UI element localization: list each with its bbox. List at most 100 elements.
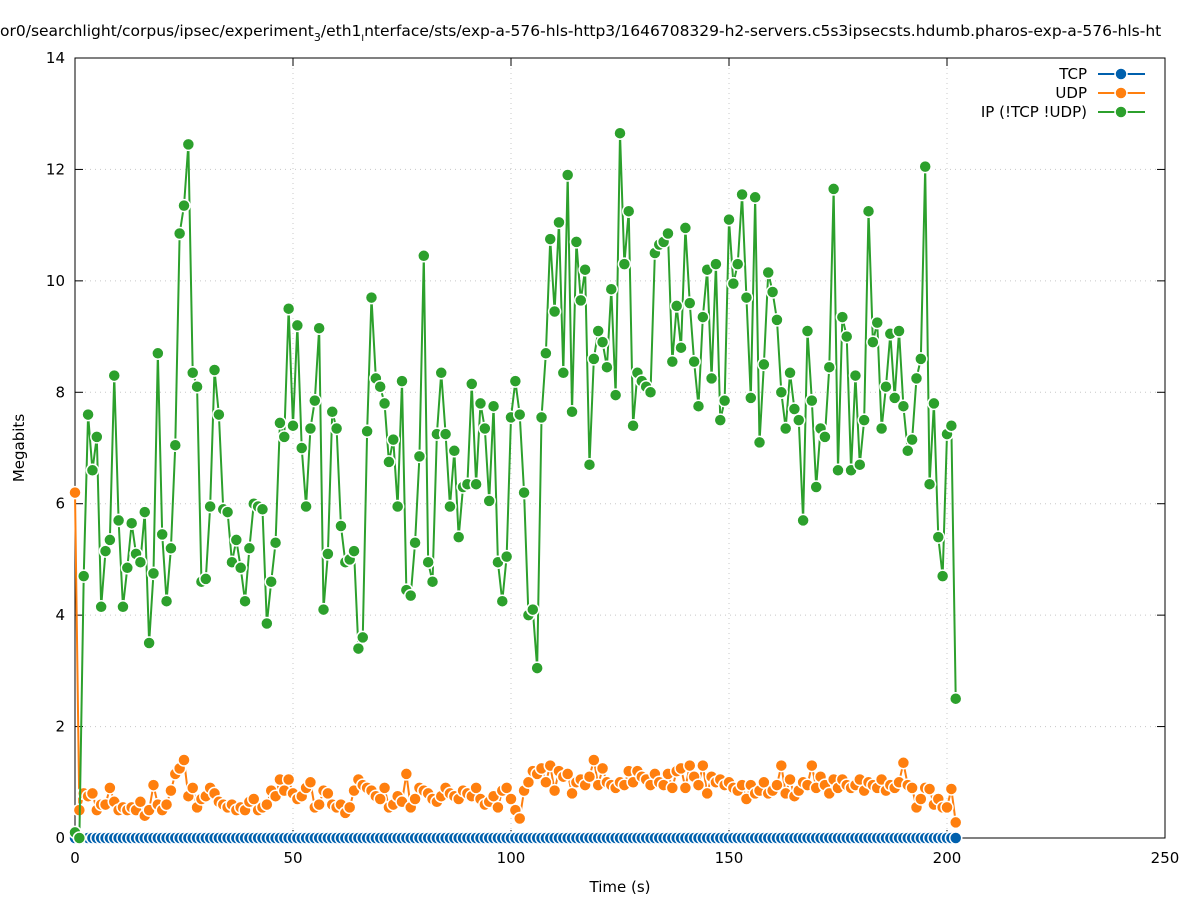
data-point — [927, 396, 941, 411]
data-point — [451, 530, 466, 544]
x-tick-label: 50 — [283, 849, 302, 867]
series-ip-tcp-udp — [68, 126, 963, 845]
data-point — [905, 781, 919, 795]
x-tick-label: 0 — [70, 849, 80, 867]
legend-label: IP (!TCP !UDP) — [981, 103, 1087, 121]
data-point — [316, 602, 331, 617]
data-point — [81, 407, 95, 422]
data-point — [770, 313, 784, 327]
data-point — [530, 661, 544, 675]
x-tick-label: 100 — [497, 849, 526, 867]
data-point — [312, 797, 326, 812]
title-subscript: I — [361, 34, 364, 44]
chart-title: or0/searchlight/corpus/ipsec/experiment3… — [0, 22, 1161, 44]
data-point — [277, 430, 292, 444]
data-point — [896, 399, 911, 413]
data-point — [613, 126, 627, 140]
data-point — [255, 502, 270, 517]
data-point — [425, 574, 440, 589]
data-point — [260, 797, 274, 812]
data-point — [835, 310, 850, 324]
data-point — [499, 781, 514, 795]
data-point — [325, 405, 339, 419]
data-point — [796, 513, 810, 528]
data-point — [172, 226, 187, 241]
data-point — [469, 781, 483, 795]
data-point — [408, 535, 422, 550]
data-point — [574, 293, 588, 308]
data-point — [508, 374, 523, 388]
data-point — [918, 159, 932, 174]
data-point — [190, 379, 204, 394]
data-point — [242, 541, 257, 556]
data-point — [621, 204, 636, 218]
data-point — [229, 533, 244, 547]
legend-marker — [1114, 105, 1128, 119]
data-point — [713, 413, 728, 427]
x-axis-label: Time (s) — [589, 878, 651, 896]
data-point — [683, 758, 697, 773]
data-point — [778, 421, 793, 436]
data-point — [892, 324, 906, 338]
data-point — [72, 831, 87, 845]
axis-ticks: 0 50 100 150 200 250 0 2 4 6 8 10 12 14 — [46, 49, 1179, 867]
data-point — [403, 588, 418, 603]
data-point — [238, 594, 252, 608]
x-tick-label: 150 — [715, 849, 744, 867]
data-point — [286, 418, 300, 433]
data-point — [935, 569, 950, 583]
data-point — [805, 393, 819, 408]
data-point — [185, 781, 200, 795]
data-point — [826, 182, 841, 196]
data-point — [669, 299, 684, 313]
data-point — [68, 485, 82, 500]
data-point — [683, 296, 697, 310]
data-point — [281, 772, 296, 787]
data-point — [212, 407, 226, 422]
data-point — [85, 786, 100, 801]
data-point — [207, 363, 222, 377]
data-point — [233, 561, 248, 575]
data-point — [159, 594, 174, 608]
data-point — [334, 519, 348, 533]
data-point — [709, 257, 723, 271]
data-point — [482, 494, 496, 508]
y-tick-label: 2 — [55, 718, 65, 736]
data-point — [661, 226, 675, 241]
data-point — [412, 449, 427, 464]
data-point — [220, 505, 235, 519]
data-point — [792, 413, 806, 427]
data-point — [203, 499, 217, 514]
title-part: /eth1 — [321, 22, 362, 40]
data-point — [260, 616, 274, 631]
data-point — [787, 402, 802, 416]
data-point — [164, 783, 178, 798]
data-point — [512, 811, 527, 826]
data-point — [822, 360, 837, 374]
y-tick-label: 12 — [46, 160, 65, 178]
data-point — [896, 756, 911, 770]
data-point — [887, 391, 902, 405]
data-point — [142, 636, 156, 650]
data-point — [373, 379, 387, 394]
data-point — [356, 630, 370, 645]
data-point — [560, 168, 575, 182]
data-point — [870, 315, 884, 330]
data-point — [739, 290, 754, 305]
data-point — [687, 354, 701, 369]
data-point — [774, 385, 789, 400]
legend-marker — [1114, 86, 1128, 100]
data-point — [547, 304, 562, 319]
data-point — [587, 352, 601, 366]
data-point — [874, 421, 889, 436]
data-point — [534, 410, 549, 425]
data-point — [744, 391, 758, 405]
data-point — [303, 775, 318, 790]
data-point — [539, 346, 553, 361]
data-point — [909, 371, 924, 386]
data-point — [543, 232, 557, 246]
data-point — [809, 480, 823, 494]
data-point — [146, 566, 161, 581]
data-point — [377, 396, 392, 411]
data-point — [866, 335, 880, 349]
